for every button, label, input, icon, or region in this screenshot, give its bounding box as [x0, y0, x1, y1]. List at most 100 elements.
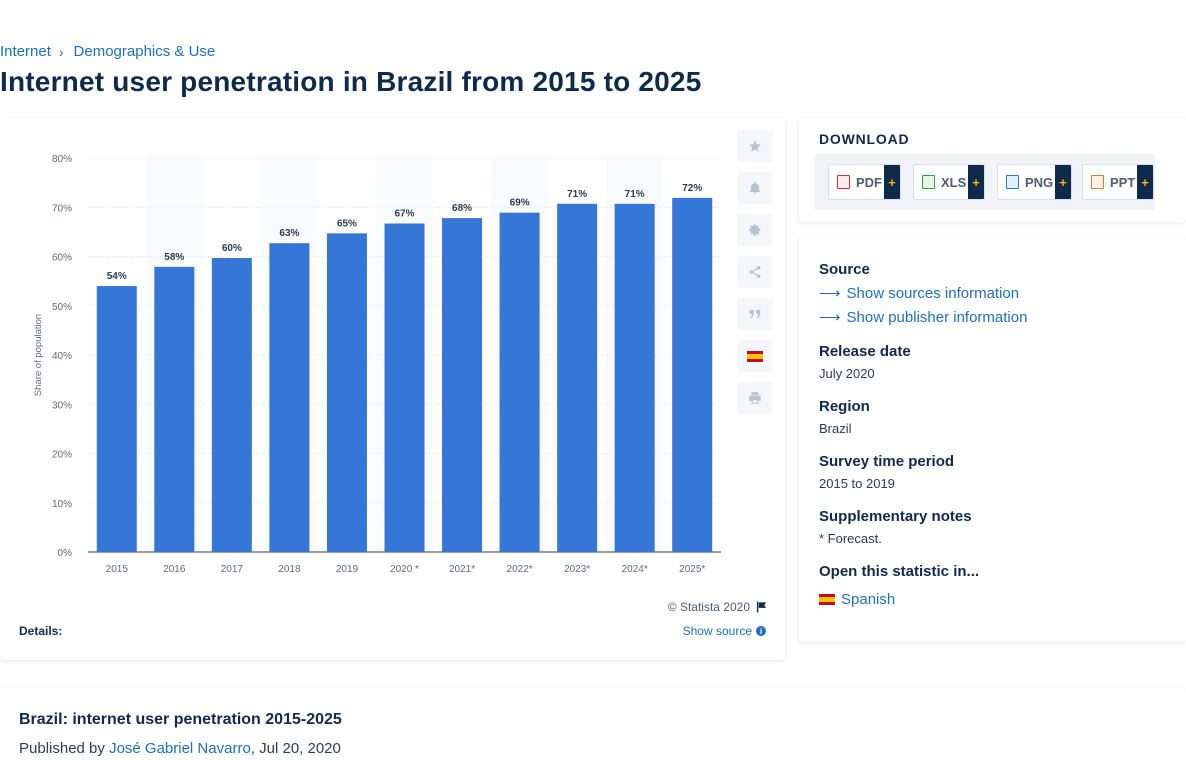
download-png-button[interactable]: PNG +	[997, 164, 1072, 200]
flag-report-icon[interactable]	[756, 601, 767, 613]
x-tick-label: 2022*	[507, 564, 533, 575]
show-publisher-link[interactable]: ⟶ Show publisher information	[819, 308, 1028, 327]
download-png-label: PNG	[1025, 174, 1054, 190]
info-icon: i	[756, 626, 766, 636]
bar	[211, 257, 252, 552]
arrow-right-icon: ⟶	[819, 285, 841, 302]
y-tick-label: 50%	[52, 302, 72, 313]
supplementary-notes-value: * Forecast.	[819, 531, 882, 546]
chart-card: 0% 10% 20% 30% 40% 50% 60% 70% 80% Share of popul…	[0, 118, 785, 660]
png-file-icon	[1006, 175, 1019, 189]
y-tick-label: 20%	[52, 450, 72, 461]
published-by-text: Published by	[19, 740, 110, 757]
language-button[interactable]	[737, 340, 773, 372]
open-statistic-label: Open this statistic in...	[819, 563, 980, 580]
download-ppt-button[interactable]: PPT +	[1082, 164, 1154, 200]
show-source-text: Show source	[682, 624, 752, 638]
show-publisher-text: Show publisher information	[846, 308, 1028, 326]
release-date-label: Release date	[819, 343, 911, 360]
survey-period-value: 2015 to 2019	[819, 476, 895, 491]
data-label: 69%	[510, 198, 530, 209]
page-title: Internet user penetration in Brazil from…	[0, 66, 702, 97]
region-value: Brazil	[819, 421, 852, 436]
arrow-right-icon: ⟶	[819, 309, 841, 326]
show-source-link[interactable]: Show source i	[683, 624, 766, 638]
publication-byline: Published by José Gabriel Navarro, Jul 2…	[19, 740, 341, 757]
bell-icon	[749, 181, 761, 194]
download-png-plus[interactable]: +	[1055, 165, 1071, 199]
x-tick-label: 2015	[106, 564, 129, 575]
download-card: DOWNLOAD PDF + XLS + PNG + PPT +	[799, 118, 1186, 222]
breadcrumb-item-internet[interactable]: Internet	[0, 43, 51, 60]
spanish-flag-icon	[819, 594, 835, 605]
data-label: 60%	[222, 243, 242, 254]
supplementary-notes-label: Supplementary notes	[819, 508, 972, 525]
print-button[interactable]	[737, 382, 773, 414]
bar	[499, 212, 540, 552]
data-label: 58%	[164, 252, 184, 263]
breadcrumb-item-demographics[interactable]: Demographics & Use	[73, 43, 216, 60]
y-tick-label: 10%	[52, 499, 72, 510]
y-tick-label: 80%	[52, 154, 72, 165]
download-pdf-plus[interactable]: +	[884, 165, 900, 199]
share-button[interactable]	[737, 256, 773, 288]
data-label: 63%	[279, 228, 299, 239]
notification-button[interactable]	[737, 172, 773, 204]
publication-title: Brazil: internet user penetration 2015-2…	[19, 711, 342, 728]
download-pdf-button[interactable]: PDF +	[828, 164, 901, 200]
download-ppt-label: PPT	[1110, 174, 1136, 190]
x-tick-label: 2021*	[449, 564, 475, 575]
data-label: 65%	[337, 218, 357, 229]
copyright-text: © Statista 2020	[667, 600, 750, 614]
show-sources-link[interactable]: ⟶ Show sources information	[819, 284, 1020, 303]
data-label: 68%	[452, 203, 472, 214]
region-label: Region	[819, 398, 870, 415]
download-pdf-label: PDF	[856, 174, 882, 190]
breadcrumb-separator-icon: ›	[58, 43, 64, 60]
download-xls-button[interactable]: XLS +	[913, 164, 985, 200]
bar	[96, 286, 137, 552]
details-label: Details:	[19, 624, 63, 638]
gear-icon	[749, 224, 761, 236]
open-in-spanish-text: Spanish	[841, 591, 896, 608]
download-xls-plus[interactable]: +	[968, 165, 984, 199]
breadcrumb: Internet › Demographics & Use	[0, 43, 215, 60]
xls-file-icon	[922, 175, 935, 189]
author-link[interactable]: José Gabriel Navarro	[109, 740, 251, 757]
data-label: 67%	[394, 209, 414, 220]
y-tick-label: 40%	[52, 351, 72, 362]
bar	[384, 223, 425, 552]
copyright: © Statista 2020	[668, 600, 767, 614]
download-xls-label: XLS	[941, 174, 967, 190]
bar	[614, 203, 655, 552]
survey-period-label: Survey time period	[819, 453, 955, 470]
x-tick-label: 2018	[278, 564, 301, 575]
open-in-spanish-link[interactable]: Spanish	[819, 591, 895, 608]
x-tick-label: 2016	[163, 564, 186, 575]
y-axis-title: Share of population	[33, 314, 44, 396]
bar	[326, 233, 367, 552]
cite-button[interactable]	[737, 298, 773, 330]
ppt-file-icon	[1091, 175, 1104, 189]
y-tick-label: 60%	[52, 253, 72, 264]
share-icon	[749, 266, 761, 278]
x-tick-label: 2023*	[564, 564, 590, 575]
data-label: 54%	[107, 271, 127, 282]
download-ppt-plus[interactable]: +	[1137, 165, 1153, 199]
publication-date: , Jul 20, 2020	[250, 740, 341, 757]
y-tick-label: 70%	[52, 203, 72, 214]
bar	[557, 203, 598, 552]
show-sources-text: Show sources information	[846, 284, 1020, 302]
bar	[672, 197, 713, 552]
spanish-flag-icon	[747, 350, 763, 362]
x-tick-label: 2024*	[622, 564, 648, 575]
download-title: DOWNLOAD	[819, 131, 910, 147]
download-buttons: PDF + XLS + PNG + PPT +	[814, 154, 1155, 210]
print-icon	[749, 392, 761, 404]
source-label: Source	[819, 261, 870, 278]
bar	[269, 243, 310, 552]
settings-button[interactable]	[737, 214, 773, 246]
quote-icon	[749, 309, 761, 319]
data-label: 71%	[625, 189, 645, 200]
favorite-button[interactable]	[737, 130, 773, 162]
